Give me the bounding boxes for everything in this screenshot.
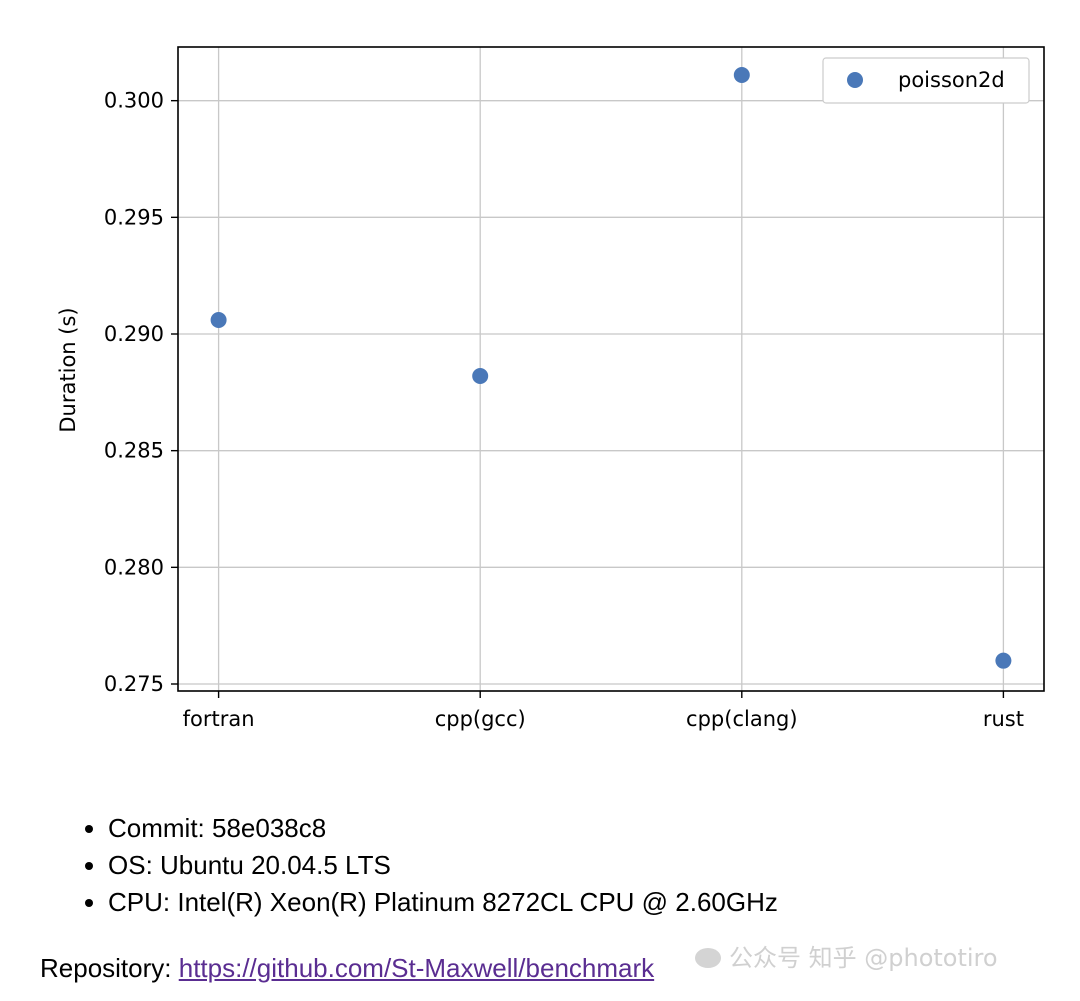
plot-frame [177,46,1045,692]
data-point-rust [995,652,1012,669]
x-tick-label: cpp(clang) [686,707,797,731]
repository-label: Repository: [40,953,179,983]
data-point-fortran [210,312,227,328]
legend-box [822,57,1030,104]
x-axis-ticks: fortran cpp(gcc) cpp(clang) rust [183,691,1024,731]
repository-line: Repository: https://github.com/St-Maxwel… [40,948,654,988]
data-points [210,67,1012,669]
watermark: 公众号 知乎 @phototiro [695,938,998,973]
y-axis-label: Duration (s) [56,307,80,432]
y-tick-label: 0.275 [104,672,164,696]
os-item: OS: Ubuntu 20.04.5 LTS [108,847,778,884]
data-point-cpp-gcc [472,368,489,384]
cpu-item: CPU: Intel(R) Xeon(R) Platinum 8272CL CP… [108,884,778,921]
legend-marker [847,72,863,88]
commit-item: Commit: 58e038c8 [108,810,778,847]
y-tick-label: 0.285 [104,439,164,463]
wechat-icon [695,948,721,968]
y-tick-label: 0.290 [104,322,164,346]
data-point-cpp-clang [733,67,750,83]
y-tick-label: 0.295 [104,205,164,229]
legend: poisson2d [822,57,1030,104]
y-tick-label: 0.300 [104,89,164,113]
x-tick-label: rust [983,707,1024,731]
x-tick-label: cpp(gcc) [435,707,526,731]
y-tick-label: 0.280 [104,555,164,579]
repository-link[interactable]: https://github.com/St-Maxwell/benchmark [178,953,655,983]
grid-lines [178,47,1044,691]
legend-entry: poisson2d [898,68,1005,92]
scatter-chart: 0.275 0.280 0.285 0.290 0.295 0.300 fortran cp… [56,46,1045,731]
x-tick-label: fortran [183,707,255,731]
info-list: Commit: 58e038c8 OS: Ubuntu 20.04.5 LTS … [72,810,778,921]
watermark-text: 公众号 知乎 @phototiro [729,944,998,972]
y-axis-ticks: 0.275 0.280 0.285 0.290 0.295 0.300 [104,89,178,696]
